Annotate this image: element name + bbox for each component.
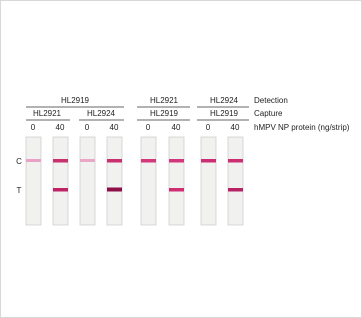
control-band	[53, 159, 68, 163]
strip	[80, 137, 95, 225]
amount-label: 40	[56, 123, 65, 132]
amount-label: 40	[172, 123, 181, 132]
control-line-label: C	[16, 157, 22, 166]
control-band	[228, 159, 243, 163]
row-label: Detection	[254, 96, 288, 105]
control-band	[80, 159, 95, 162]
capture-label: HL2924	[87, 109, 116, 118]
test-band	[107, 188, 122, 192]
detection-label: HL2924	[210, 96, 239, 105]
control-band	[201, 159, 216, 163]
figure: HL2919 HL2921 HL2924 Detection HL2921 HL…	[0, 0, 362, 318]
test-band	[169, 188, 184, 192]
capture-label: HL2919	[150, 109, 179, 118]
strip	[26, 137, 41, 225]
strip	[141, 137, 156, 225]
amount-label: 0	[206, 123, 211, 132]
amount-label: 40	[110, 123, 119, 132]
strip	[228, 137, 243, 225]
capture-label: HL2921	[33, 109, 62, 118]
amount-label: 0	[85, 123, 90, 132]
detection-label: HL2919	[61, 96, 90, 105]
row-label: Capture	[254, 109, 283, 118]
test-line-label: T	[17, 186, 22, 195]
strip	[53, 137, 68, 225]
control-band	[169, 159, 184, 163]
amount-label: 0	[146, 123, 151, 132]
strip	[107, 137, 122, 225]
amount-label: 0	[31, 123, 36, 132]
strip	[201, 137, 216, 225]
capture-label: HL2919	[210, 109, 239, 118]
strip	[169, 137, 184, 225]
control-band	[26, 159, 41, 162]
amount-label: 40	[231, 123, 240, 132]
control-band	[141, 159, 156, 163]
test-band	[53, 188, 68, 192]
test-band	[228, 188, 243, 192]
control-band	[107, 159, 122, 163]
row-label: hMPV NP protein (ng/strip)	[254, 123, 350, 132]
detection-label: HL2921	[150, 96, 179, 105]
